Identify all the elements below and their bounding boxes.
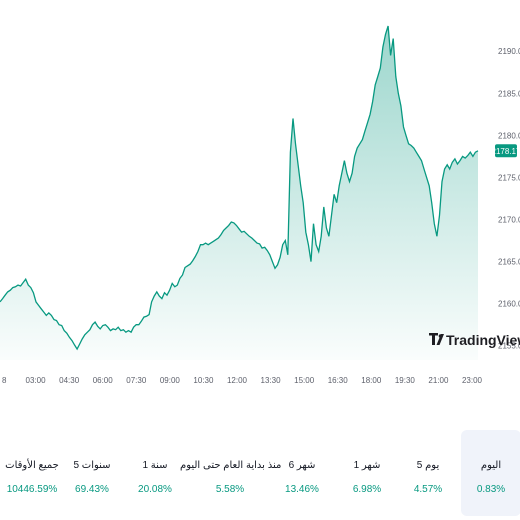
last-price-label: 2178.17	[492, 147, 520, 156]
period-change: 69.43%	[75, 484, 109, 495]
period-today[interactable]: اليوم 0.83%	[461, 430, 520, 516]
x-axis: 8 03:00 04:30 06:00 07:30 09:00 10:30 12:00 13:3…	[2, 376, 483, 385]
period-label: 5 سنوات	[73, 460, 111, 471]
period-label: 1 شهر	[353, 460, 381, 471]
price-chart[interactable]: 2155.00 2160.00 2165.00 2170.00 2175.00 2180.…	[0, 0, 520, 395]
period-change: 20.08%	[138, 484, 172, 495]
y-tick-label: 2190.00	[498, 47, 520, 56]
tradingview-logo: TradingView	[429, 332, 520, 348]
period-1-year[interactable]: 1 سنة 20.08%	[125, 430, 185, 516]
x-tick-label: 04:30	[59, 376, 80, 385]
last-price-tag: 2178.17	[492, 144, 520, 158]
period-label: جميع الأوقات	[5, 460, 59, 471]
period-change: 0.83%	[476, 484, 506, 495]
period-label: منذ بداية العام حتى اليوم	[180, 460, 282, 471]
y-tick-label: 2175.00	[498, 173, 520, 182]
period-change: 6.98%	[352, 484, 382, 495]
x-tick-label: 03:00	[26, 376, 47, 385]
period-6-months[interactable]: 6 شهر 13.46%	[272, 430, 332, 516]
x-tick-label: 21:00	[428, 376, 449, 385]
x-tick-label: 09:00	[160, 376, 181, 385]
x-tick-label: 06:00	[93, 376, 114, 385]
x-tick-label: 07:30	[126, 376, 147, 385]
y-tick-label: 2180.00	[498, 131, 520, 140]
period-ytd[interactable]: منذ بداية العام حتى اليوم 5.58%	[180, 430, 282, 516]
x-tick-label: 16:30	[328, 376, 349, 385]
period-label: 6 شهر	[288, 460, 316, 471]
y-tick-label: 2155.00	[498, 342, 520, 351]
period-label: 5 يوم	[416, 460, 440, 471]
tradingview-logo-text: TradingView	[446, 332, 520, 348]
period-label: اليوم	[480, 460, 502, 471]
period-label: 1 سنة	[142, 460, 168, 471]
y-tick-label: 2185.00	[498, 89, 520, 98]
x-tick-label: 8	[2, 376, 7, 385]
period-5-years[interactable]: 5 سنوات 69.43%	[62, 430, 122, 516]
period-all-time[interactable]: جميع الأوقات 10446.59%	[2, 430, 62, 516]
period-change: 13.46%	[285, 484, 319, 495]
x-tick-label: 18:00	[361, 376, 382, 385]
tradingview-logo-icon	[429, 333, 444, 345]
x-tick-label: 12:00	[227, 376, 248, 385]
price-line	[0, 25, 479, 351]
y-tick-label: 2170.00	[498, 216, 520, 225]
y-tick-label: 2160.00	[498, 300, 520, 309]
price-area-fill	[0, 26, 478, 360]
x-tick-label: 10:30	[193, 376, 214, 385]
period-change: 5.58%	[215, 484, 245, 495]
y-tick-label: 2165.00	[498, 258, 520, 267]
y-axis: 2155.00 2160.00 2165.00 2170.00 2175.00 2180.…	[498, 47, 520, 350]
x-tick-label: 13:30	[261, 376, 282, 385]
period-change: 10446.59%	[6, 484, 58, 495]
x-tick-label: 15:00	[294, 376, 315, 385]
performance-periods: جميع الأوقات 10446.59% 5 سنوات 69.43% 1 …	[0, 430, 520, 516]
x-tick-label: 19:30	[395, 376, 416, 385]
period-5-days[interactable]: 5 يوم 4.57%	[398, 430, 458, 516]
x-tick-label: 23:00	[462, 376, 483, 385]
period-change: 4.57%	[413, 484, 443, 495]
period-1-month[interactable]: 1 شهر 6.98%	[337, 430, 397, 516]
